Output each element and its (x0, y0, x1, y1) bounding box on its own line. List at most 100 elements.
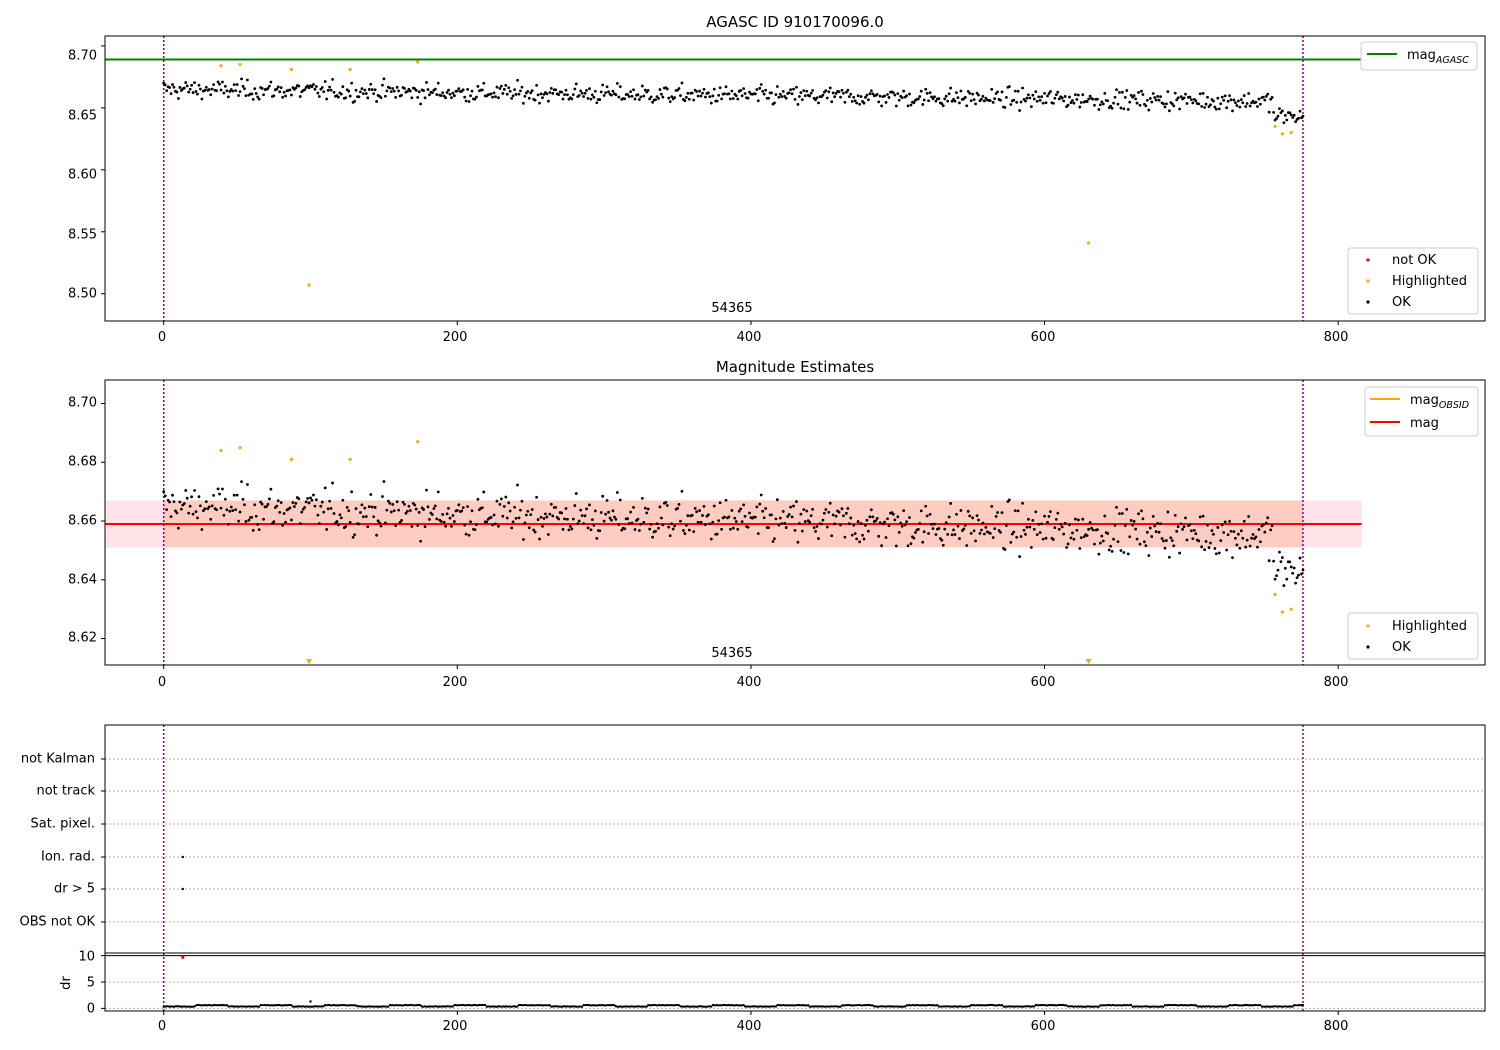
ok-point (756, 99, 760, 103)
ok-point (461, 88, 465, 92)
ok-point (196, 92, 199, 96)
ok-point (191, 91, 195, 94)
ok-point (218, 492, 221, 496)
agasc-xtick-label: 600 (1031, 330, 1056, 345)
ok-point (1297, 573, 1300, 577)
ok-point (711, 94, 715, 98)
ok-point (921, 103, 925, 106)
ok-point (298, 95, 302, 98)
ok-point (975, 514, 979, 517)
ok-point (244, 520, 248, 523)
ok-point (629, 90, 632, 94)
ok-point (729, 97, 732, 101)
ok-point (266, 87, 270, 90)
mag-obsid-legend-label: magOBSID (1410, 393, 1469, 411)
ok-point (351, 535, 355, 539)
ok-point (1134, 97, 1137, 101)
ok-point (494, 522, 497, 526)
ok-point (601, 494, 605, 498)
ok-point (1288, 560, 1292, 564)
ok-point (312, 83, 315, 86)
ok-point (761, 89, 765, 93)
ok-point (188, 504, 192, 508)
ok-point (677, 87, 681, 90)
ok-point (733, 516, 737, 520)
ok-point (1256, 105, 1259, 108)
ok-point (1113, 95, 1117, 99)
ok-point (839, 95, 842, 99)
ok-point (790, 92, 794, 96)
ok-point (868, 515, 872, 519)
ok-point (329, 88, 333, 92)
ok-point (846, 507, 850, 510)
ok-point (802, 508, 806, 511)
ok-point (397, 508, 401, 512)
ok-point (1057, 97, 1061, 101)
ok-legend-marker (1366, 645, 1370, 649)
mag-legend-label: mag (1410, 416, 1439, 431)
ok-point (723, 92, 726, 96)
ok-point (862, 101, 866, 105)
ok-point (533, 98, 537, 102)
magnitude-estimates-title: Magnitude Estimates (716, 358, 874, 376)
ok-point (1087, 97, 1091, 101)
ok-point (269, 80, 273, 84)
ok-point (560, 90, 563, 94)
ok-point (1241, 101, 1245, 105)
ok-point (426, 505, 430, 509)
ok-point (1239, 529, 1243, 533)
ok-point (724, 498, 728, 502)
dr-point (1000, 1003, 1004, 1007)
ok-point (1128, 535, 1132, 539)
ok-point (1206, 523, 1209, 527)
ok-point (994, 514, 998, 518)
ok-point (401, 500, 405, 504)
ok-point (808, 520, 812, 524)
ok-point (1245, 538, 1249, 542)
ok-point (502, 87, 506, 91)
ok-point (1266, 92, 1270, 96)
ok-point (276, 85, 280, 89)
ok-point (457, 503, 461, 507)
ok-point (690, 513, 694, 517)
ok-point (448, 516, 452, 520)
ok-point (388, 501, 392, 505)
ok-point (163, 494, 167, 498)
ok-point (1279, 560, 1283, 564)
not-ok-legend-label: not OK (1392, 253, 1437, 268)
ok-point (425, 488, 428, 492)
ok-point (165, 89, 169, 93)
ok-point (947, 515, 951, 519)
ok-point (339, 92, 343, 96)
ok-point (1134, 527, 1137, 531)
ok-point (962, 527, 966, 531)
ok-point (1191, 101, 1195, 105)
ok-point (1270, 524, 1274, 528)
ok-point (1256, 545, 1259, 549)
ok-point (256, 523, 260, 526)
ok-point (965, 544, 969, 547)
ok-point (847, 95, 851, 99)
ok-point (972, 98, 976, 101)
ok-point (869, 89, 873, 93)
ok-point (905, 520, 908, 524)
ok-point (561, 527, 565, 531)
ok-point (610, 518, 613, 522)
ok-point (1204, 102, 1208, 106)
ok-point (837, 90, 841, 94)
highlighted-point (238, 62, 242, 67)
ok-point (196, 516, 199, 520)
ok-point (640, 497, 644, 500)
ok-point (210, 504, 214, 508)
ok-point (586, 526, 590, 530)
ok-point (1258, 102, 1262, 106)
ok-point (692, 530, 696, 534)
ok-point (307, 501, 311, 505)
ok-point (878, 94, 882, 98)
ok-point (1122, 551, 1126, 554)
ok-point (400, 93, 403, 97)
ok-point (800, 98, 804, 102)
ok-point (626, 517, 630, 521)
dr-point (451, 1005, 455, 1008)
ok-point (1129, 93, 1133, 97)
